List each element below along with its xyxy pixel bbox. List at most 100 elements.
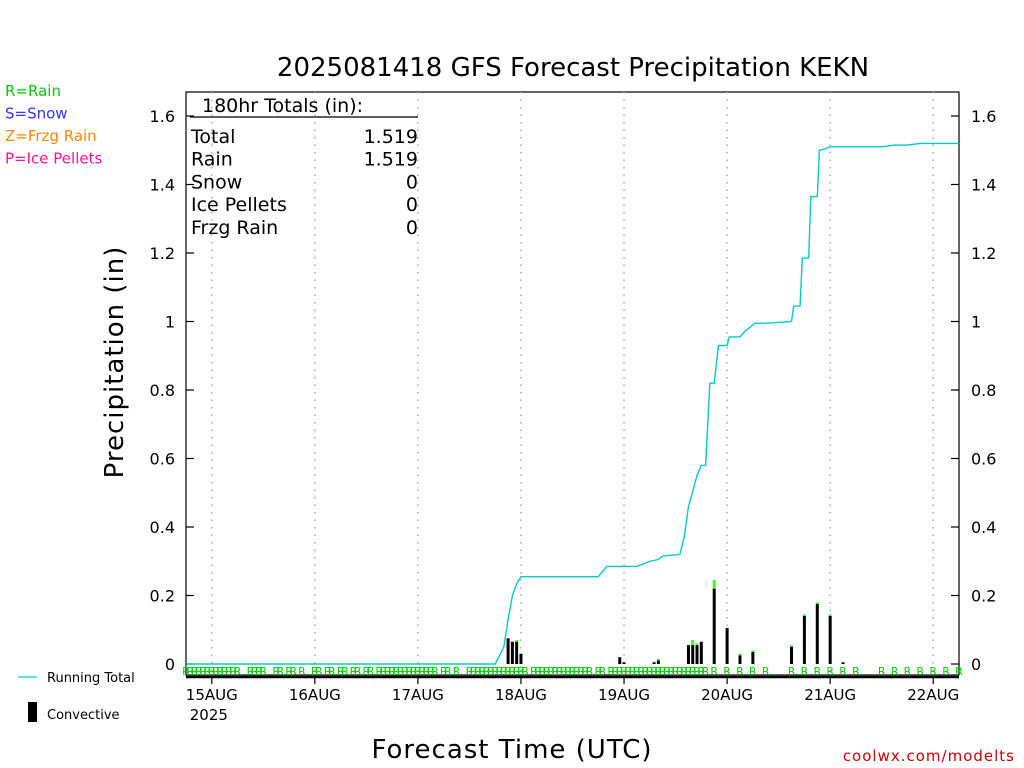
ptype-mark: R bbox=[212, 665, 220, 678]
ptype-mark: R bbox=[444, 665, 452, 678]
ptype-mark: R bbox=[689, 665, 697, 678]
ptype-mark: R bbox=[878, 665, 886, 678]
x-tick-label: 22AUG bbox=[907, 686, 959, 704]
ptype-mark: R bbox=[182, 665, 190, 678]
x-axis-label: Forecast Time (UTC) bbox=[371, 735, 652, 765]
x-tick-label: 20AUG bbox=[701, 686, 753, 704]
precip-bar bbox=[515, 641, 519, 664]
totals-row-label: Frzg Rain bbox=[191, 217, 278, 239]
precip-bar bbox=[691, 645, 695, 664]
ptype-mark: R bbox=[478, 665, 486, 678]
ptype-mark: R bbox=[453, 665, 461, 678]
precip-bar bbox=[695, 645, 699, 664]
running-total-line bbox=[186, 142, 959, 665]
ptype-mark: R bbox=[487, 665, 495, 678]
ptype-mark: R bbox=[440, 665, 448, 678]
ptype-mark: R bbox=[607, 665, 615, 678]
precip-bar bbox=[622, 662, 626, 664]
y-tick-label-right: 1.4 bbox=[971, 176, 996, 195]
ptype-mark: R bbox=[504, 665, 512, 678]
ptype-mark: R bbox=[904, 665, 912, 678]
ptype-mark: R bbox=[667, 665, 675, 678]
ptype-mark: R bbox=[234, 665, 242, 678]
precip-bar bbox=[686, 645, 690, 664]
precip-bar bbox=[815, 604, 819, 664]
y-tick-label-right: 0.2 bbox=[971, 587, 996, 606]
ptype-legend-item: Z=Frzg Rain bbox=[5, 127, 97, 145]
precip-bar bbox=[738, 655, 742, 664]
ptype-mark: R bbox=[350, 665, 358, 678]
precip-bar bbox=[656, 660, 660, 664]
ptype-mark: R bbox=[341, 665, 349, 678]
ptype-mark: R bbox=[191, 665, 199, 678]
ptype-mark: R bbox=[624, 665, 632, 678]
ptype-mark: R bbox=[328, 665, 336, 678]
ptype-mark: R bbox=[367, 665, 375, 678]
ptype-mark: R bbox=[388, 665, 396, 678]
ptype-legend-item: S=Snow bbox=[5, 105, 68, 123]
y-tick-label-right: 0 bbox=[971, 655, 981, 674]
grid-lines bbox=[211, 92, 934, 677]
ptype-mark: R bbox=[208, 665, 216, 678]
ptype-mark: R bbox=[255, 665, 263, 678]
precip-bar-nonconvective bbox=[828, 614, 832, 617]
ptype-mark: R bbox=[410, 665, 418, 678]
ptype-mark: R bbox=[539, 665, 547, 678]
ptype-mark: R bbox=[513, 665, 521, 678]
x-tick-label: 15AUG bbox=[186, 686, 238, 704]
ptype-mark: R bbox=[337, 665, 345, 678]
ptype-mark: R bbox=[401, 665, 409, 678]
ptype-mark: R bbox=[942, 665, 950, 678]
ptype-mark: R bbox=[685, 665, 693, 678]
ptype-mark: R bbox=[431, 665, 439, 678]
ptype-mark: R bbox=[397, 665, 405, 678]
ptype-mark: R bbox=[324, 665, 332, 678]
ptype-mark: R bbox=[762, 665, 770, 678]
ptype-mark: R bbox=[186, 665, 194, 678]
ptype-mark: R bbox=[500, 665, 508, 678]
ptype-mark: R bbox=[723, 665, 731, 678]
precip-bar bbox=[618, 657, 622, 664]
ptype-mark: R bbox=[663, 665, 671, 678]
ptype-mark: R bbox=[466, 665, 474, 678]
ptype-mark: R bbox=[891, 665, 899, 678]
x-tick-label: 19AUG bbox=[598, 686, 650, 704]
chart-title: 2025081418 GFS Forecast Precipitation KE… bbox=[277, 53, 869, 83]
ptype-mark: R bbox=[217, 665, 225, 678]
y-tick-label-left: 0.4 bbox=[150, 518, 175, 537]
ptype-mark: R bbox=[650, 665, 658, 678]
ptype-mark: R bbox=[564, 665, 572, 678]
ptype-mark: R bbox=[693, 665, 701, 678]
precip-bar bbox=[725, 628, 729, 664]
ptype-mark: R bbox=[582, 665, 590, 678]
ptype-mark: R bbox=[680, 665, 688, 678]
ptype-mark: R bbox=[543, 665, 551, 678]
ptype-mark: R bbox=[586, 665, 594, 678]
ptype-legend-item: R=Rain bbox=[5, 82, 61, 100]
ptype-mark: R bbox=[375, 665, 383, 678]
ptype-mark: R bbox=[556, 665, 564, 678]
convective-legend-label: Convective bbox=[47, 708, 120, 723]
ptype-mark: R bbox=[955, 665, 963, 678]
totals-row-label: Snow bbox=[191, 171, 242, 193]
ptype-mark: R bbox=[569, 665, 577, 678]
totals-row-label: Ice Pellets bbox=[191, 194, 287, 216]
precip-bar-nonconvective bbox=[656, 658, 660, 661]
ptype-mark: R bbox=[736, 665, 744, 678]
ptype-mark: R bbox=[629, 665, 637, 678]
ptype-legend: R=Rain S=Snow Z=Frzg Rain P=Ice Pellets bbox=[5, 82, 102, 168]
totals-row-value: 0 bbox=[406, 217, 418, 239]
ptype-mark: R bbox=[577, 665, 585, 678]
plot-frame bbox=[185, 91, 960, 676]
ptype-mark: R bbox=[676, 665, 684, 678]
precip-bar bbox=[790, 646, 794, 664]
precip-bar-nonconvective bbox=[515, 640, 519, 642]
ptype-mark: R bbox=[247, 665, 255, 678]
y-tick-label-left: 0 bbox=[165, 655, 175, 674]
ptype-mark: R bbox=[642, 665, 650, 678]
x-tick-label: 16AUG bbox=[289, 686, 341, 704]
ptype-mark: R bbox=[710, 665, 718, 678]
precip-bar bbox=[699, 641, 703, 664]
ptype-mark: R bbox=[298, 665, 306, 678]
precip-bar-nonconvective bbox=[691, 640, 695, 646]
